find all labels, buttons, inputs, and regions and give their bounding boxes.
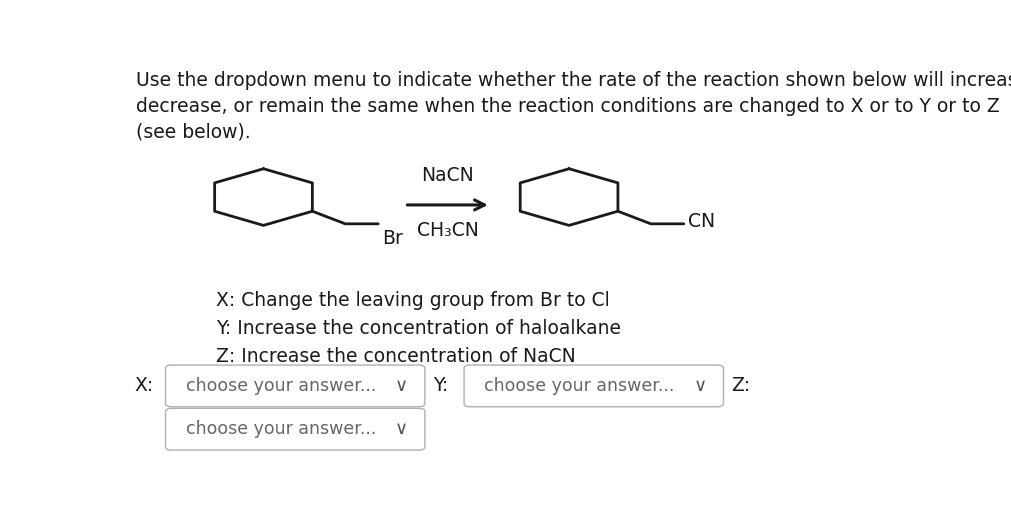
Text: X: Change the leaving group from Br to Cl
Y: Increase the concentration of haloa: X: Change the leaving group from Br to C… (216, 291, 622, 366)
Text: NaCN: NaCN (422, 166, 474, 185)
FancyBboxPatch shape (166, 408, 425, 450)
FancyBboxPatch shape (464, 365, 724, 407)
Text: Use the dropdown menu to indicate whether the rate of the reaction shown below w: Use the dropdown menu to indicate whethe… (135, 71, 1011, 142)
Text: choose your answer...: choose your answer... (186, 377, 376, 395)
Text: CH₃CN: CH₃CN (417, 221, 478, 240)
Text: Z:: Z: (731, 377, 750, 396)
Text: ∨: ∨ (395, 420, 408, 438)
Text: ∨: ∨ (694, 377, 707, 395)
Text: CN: CN (687, 213, 715, 231)
Text: Br: Br (382, 228, 403, 247)
Text: choose your answer...: choose your answer... (484, 377, 674, 395)
Text: ∨: ∨ (395, 377, 408, 395)
Text: Y:: Y: (433, 377, 448, 396)
Text: X:: X: (134, 377, 154, 396)
Text: choose your answer...: choose your answer... (186, 420, 376, 438)
FancyBboxPatch shape (166, 365, 425, 407)
